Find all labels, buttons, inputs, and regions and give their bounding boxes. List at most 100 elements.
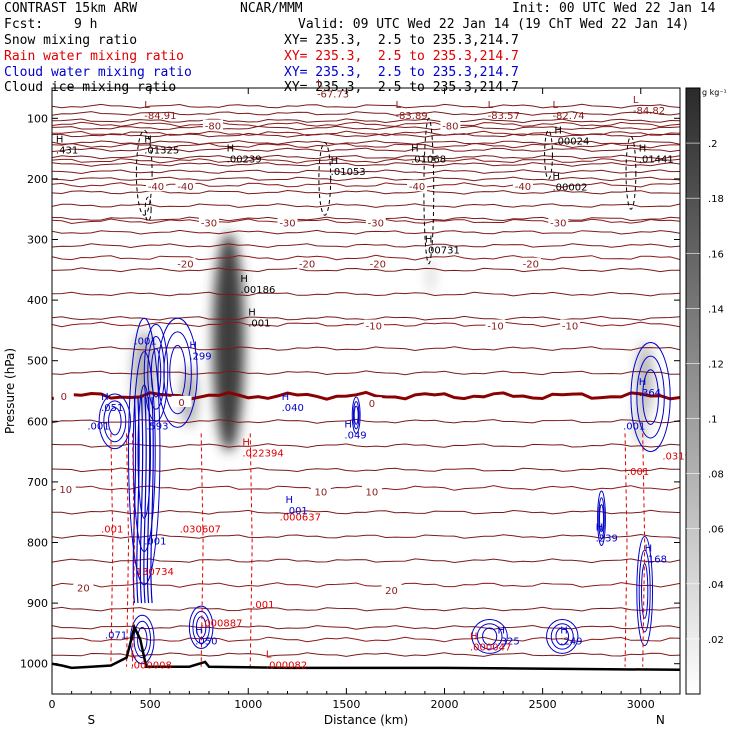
extreme-mark: H bbox=[552, 172, 560, 183]
isotherm-label-bg-23 bbox=[73, 581, 94, 593]
isotherm-line-3 bbox=[52, 125, 680, 131]
isotherm-label: -30 bbox=[279, 219, 295, 230]
isotherm-line-5 bbox=[52, 140, 680, 145]
isotherm-label: 20 bbox=[385, 586, 398, 597]
isotherm-label: 0 bbox=[369, 399, 375, 410]
isotherm-label-bg-16 bbox=[560, 319, 581, 331]
cloud-water-contour-9-0 bbox=[546, 618, 579, 654]
isotherm-label-bg-9 bbox=[548, 216, 569, 228]
isotherm-label-bg-18 bbox=[171, 395, 192, 407]
isotherm-label-bg-6 bbox=[199, 216, 219, 228]
extreme-value: .364 bbox=[639, 388, 661, 399]
colorbar bbox=[685, 87, 701, 695]
extreme-mark: L bbox=[266, 650, 272, 661]
extreme-mark: H bbox=[411, 144, 419, 155]
isotherm-label: -40 bbox=[409, 182, 425, 193]
extreme-value: .030607 bbox=[180, 524, 221, 535]
field-name-cloud-water: Cloud water mixing ratio bbox=[4, 65, 192, 80]
isotherm-label-bg-2 bbox=[146, 180, 167, 192]
y-tick-label: 900 bbox=[27, 597, 48, 610]
extreme-value: .0319 bbox=[662, 452, 691, 463]
extreme-value: .239 bbox=[596, 533, 618, 544]
extreme-value: .00002 bbox=[552, 183, 587, 194]
y-tick-label: 300 bbox=[27, 234, 48, 247]
extreme-value: .001 bbox=[144, 537, 166, 548]
extreme-mark: H bbox=[248, 307, 256, 318]
extreme-value: .593 bbox=[146, 421, 168, 432]
isotherm-line-14 bbox=[52, 229, 680, 235]
isotherm-20 bbox=[52, 582, 680, 588]
isotherm-label: -20 bbox=[299, 260, 315, 271]
field-xy-rain: XY= 235.3, 2.5 to 235.3,214.7 bbox=[284, 49, 519, 64]
forecast-label: Fcst: bbox=[4, 17, 44, 32]
isotherm-label-bg-19 bbox=[361, 397, 382, 409]
cloud-water-contour-4-0 bbox=[351, 396, 361, 434]
cloud-water-contour-4-2 bbox=[353, 405, 359, 425]
extreme-value: .01325 bbox=[144, 146, 179, 157]
extreme-value: .01441 bbox=[639, 155, 674, 166]
isotherm-label-bg-8 bbox=[365, 216, 386, 228]
cloud-water-contour-5-2 bbox=[599, 504, 604, 533]
isotherm-line-10 bbox=[52, 176, 680, 182]
isotherm-line-27 bbox=[52, 606, 680, 612]
isotherm-line-16 bbox=[52, 267, 680, 273]
extreme-value: .051 bbox=[101, 403, 123, 414]
cloud-water-contour-7-2 bbox=[641, 563, 649, 619]
extreme-value: .000082 bbox=[266, 661, 307, 672]
extreme-value: .431 bbox=[56, 146, 78, 157]
extreme-value: .001 bbox=[623, 421, 645, 432]
extreme-value: -84.82 bbox=[633, 106, 665, 117]
extreme-mark: H bbox=[470, 632, 478, 643]
cloud-water-contour-3-2 bbox=[150, 348, 162, 398]
colorbar-tick-label: .16 bbox=[708, 249, 724, 260]
cloud-water-contour-8-2 bbox=[482, 627, 498, 646]
valid-time: Valid: 09 UTC Wed 22 Jan 14 (19 ChT Wed … bbox=[298, 17, 690, 32]
extreme-value: .00186 bbox=[240, 285, 275, 296]
extreme-value: .249 bbox=[560, 636, 582, 647]
isotherm--70 bbox=[52, 130, 680, 137]
isotherm-label: -40 bbox=[515, 182, 531, 193]
isotherm-label: 10 bbox=[366, 488, 379, 499]
isotherm-label: -80 bbox=[205, 122, 221, 133]
isotherm-label: -20 bbox=[177, 260, 193, 271]
y-tick-label: 200 bbox=[27, 173, 48, 186]
isotherm-0 bbox=[52, 390, 680, 401]
cloud-water-contour-11-1 bbox=[192, 610, 210, 644]
extreme-value: .000887 bbox=[201, 618, 242, 629]
isotherm-label-bg-14 bbox=[363, 319, 384, 331]
isotherm-line-17 bbox=[52, 291, 680, 297]
snow-contour-2 bbox=[318, 142, 332, 216]
isotherm-label-bg-12 bbox=[367, 257, 388, 269]
extreme-mark: H bbox=[240, 274, 248, 285]
extreme-mark: H bbox=[144, 135, 152, 146]
isotherm--50 bbox=[52, 157, 680, 164]
terrain-surface bbox=[52, 623, 680, 672]
y-tick-label: 100 bbox=[27, 112, 48, 125]
x-tick-label: 3000 bbox=[627, 698, 655, 711]
isotherm-label-bg-20 bbox=[55, 483, 76, 495]
x-tick-label: 1500 bbox=[332, 698, 360, 711]
cloud-water-contour-0-2 bbox=[108, 407, 122, 436]
extreme-value: .00239 bbox=[227, 155, 262, 166]
extreme-value: .325 bbox=[497, 636, 519, 647]
field-name-rain: Rain water mixing ratio bbox=[4, 49, 185, 64]
x-tick-label: 0 bbox=[49, 698, 56, 711]
init-time: Init: 00 UTC Wed 22 Jan 14 bbox=[512, 1, 716, 16]
rain-contour-3 bbox=[200, 433, 204, 667]
colorbar-tick-label: .04 bbox=[708, 580, 724, 591]
isotherm-label: -20 bbox=[370, 260, 386, 271]
extreme-value: .01068 bbox=[411, 155, 446, 166]
x-end-label-north: N bbox=[656, 713, 665, 727]
extreme-value: .000047 bbox=[470, 643, 511, 654]
rain-contour-6 bbox=[642, 433, 646, 667]
extreme-mark: H bbox=[56, 135, 64, 146]
isotherm-line-6 bbox=[52, 147, 680, 153]
extreme-mark: H bbox=[639, 377, 647, 388]
y-tick-label: 1000 bbox=[20, 658, 48, 671]
colorbar-tick-label: .08 bbox=[708, 470, 724, 481]
cloud-water-contour-0-1 bbox=[103, 400, 127, 443]
isotherm-label-bg-10 bbox=[175, 257, 196, 269]
colorbar-tick-label: .02 bbox=[708, 635, 724, 646]
